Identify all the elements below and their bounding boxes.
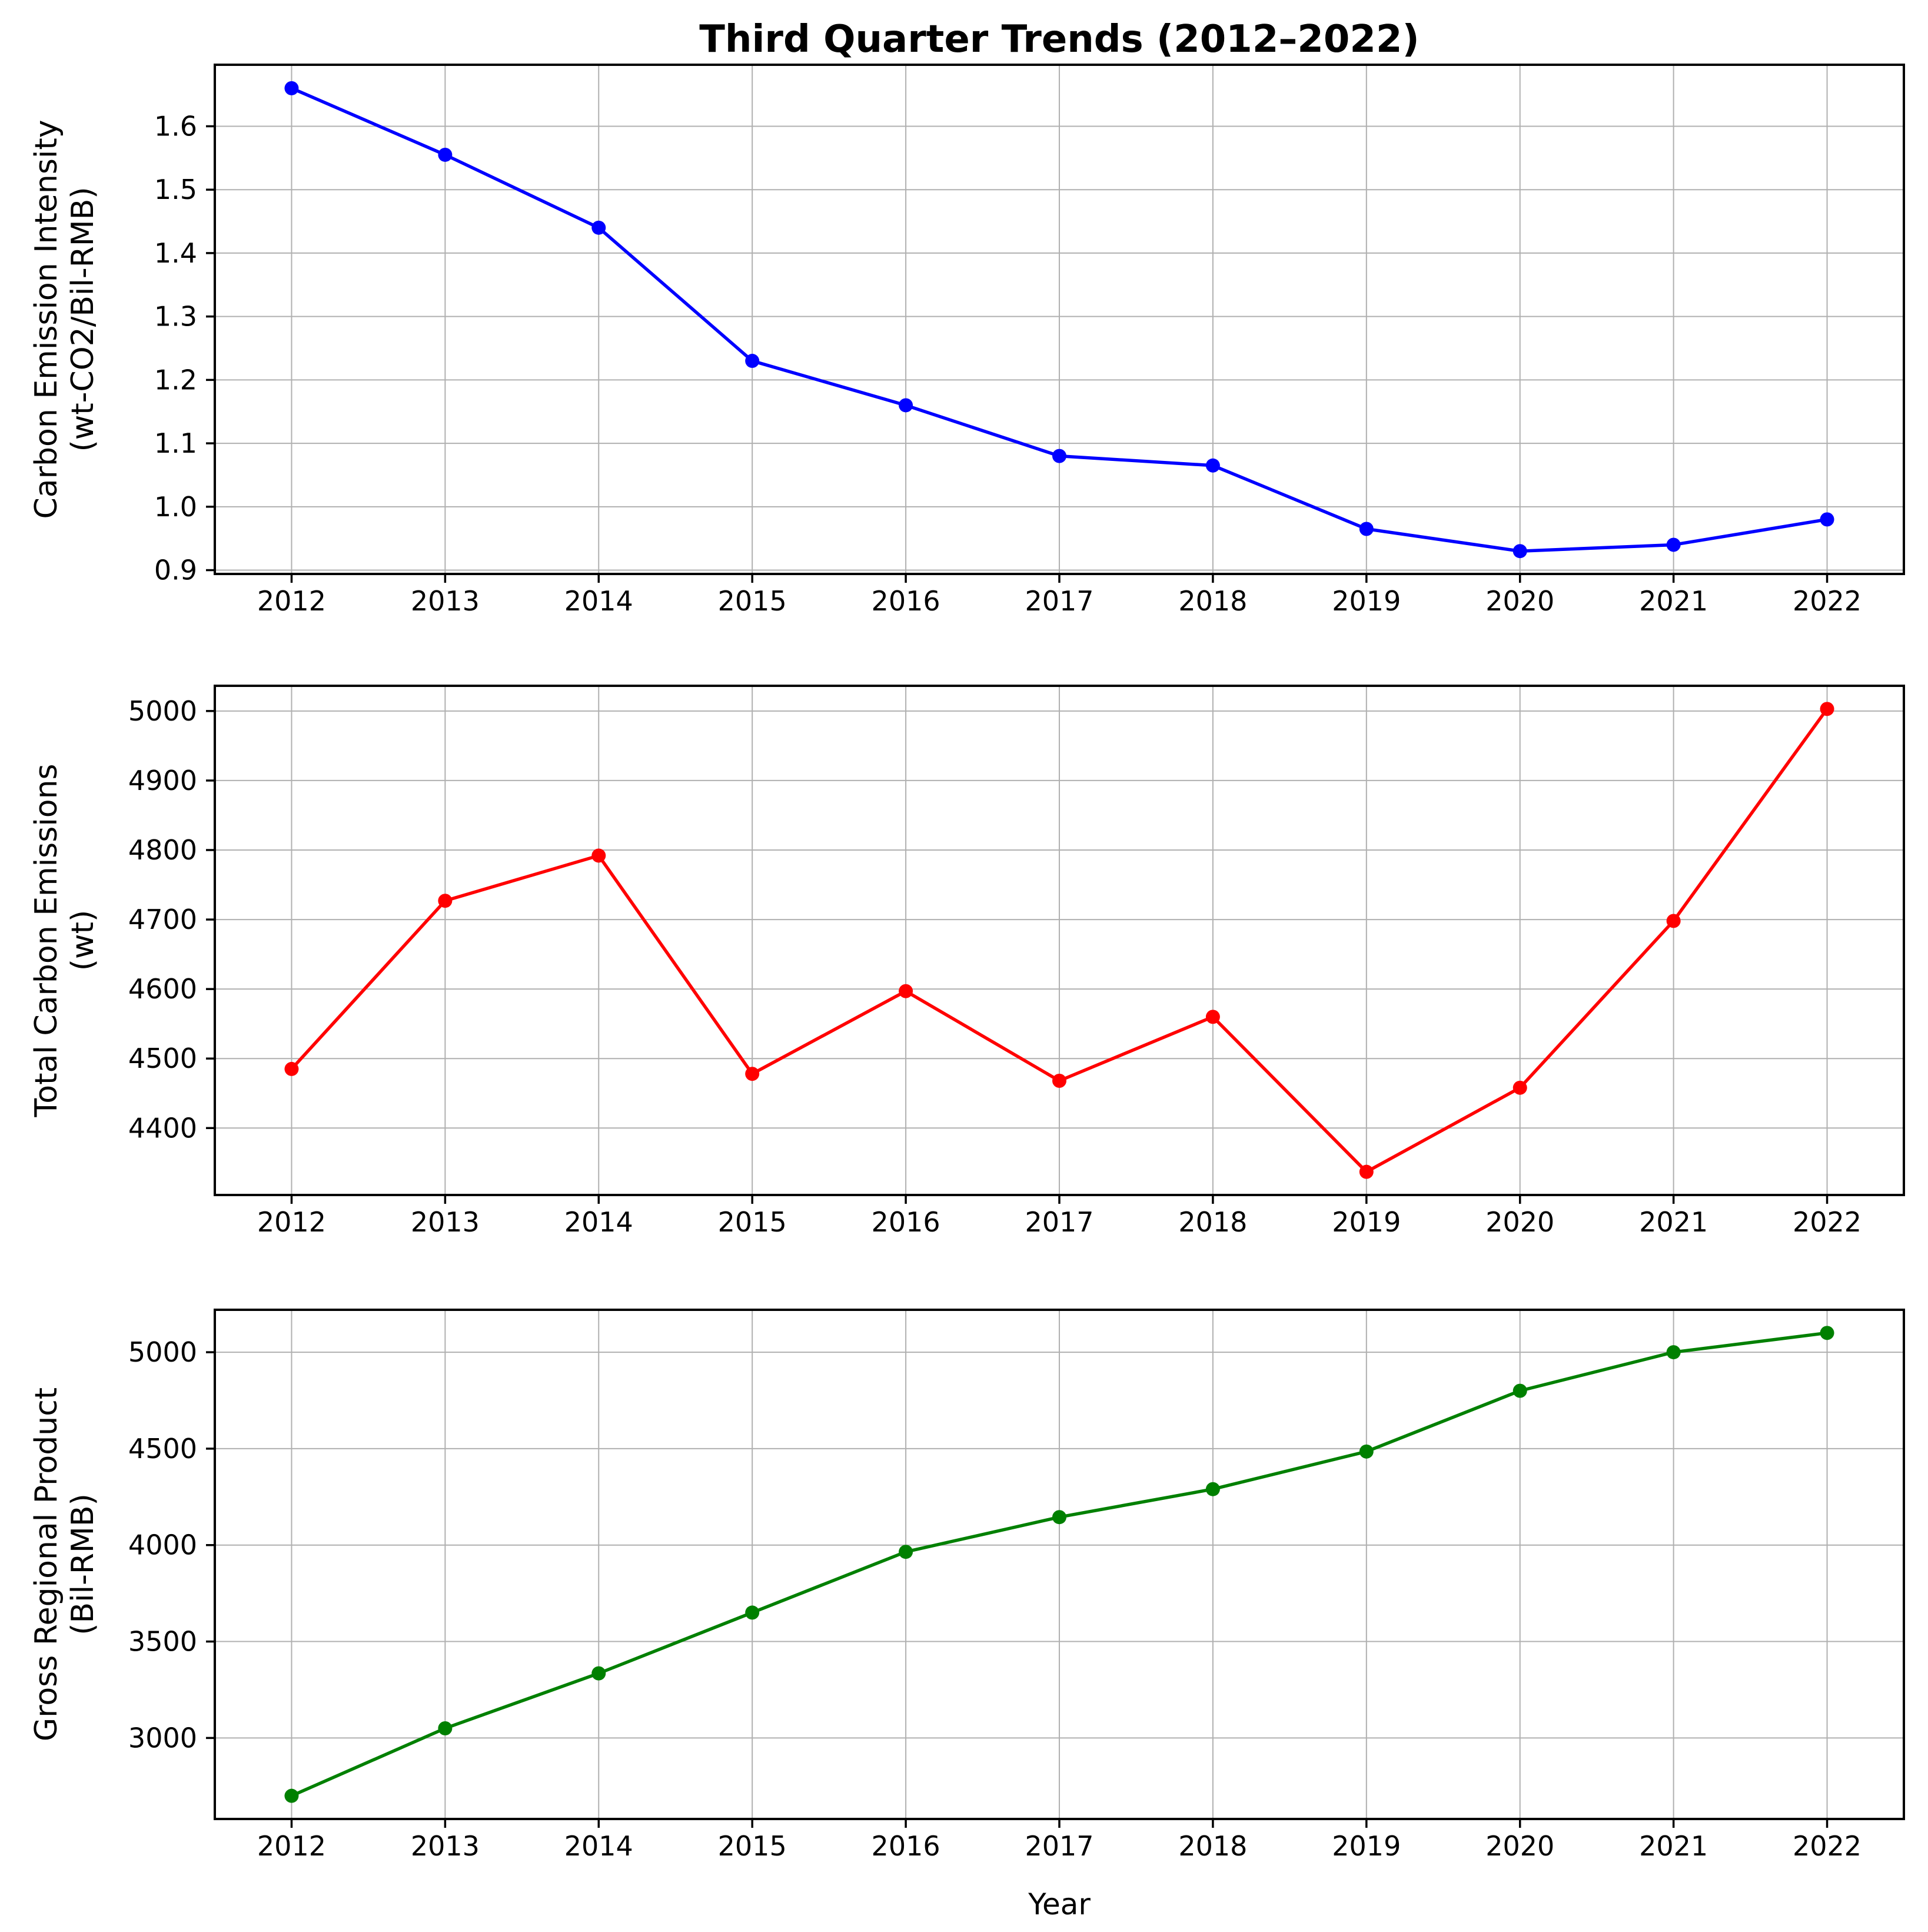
x-tick-label-year: 2014 <box>564 1206 633 1238</box>
x-tick-label-year: 2021 <box>1639 585 1708 617</box>
y-axis-label-grp-line1: Gross Regional Product <box>29 1387 64 1741</box>
y-tick-label: 1.5 <box>154 174 197 205</box>
subplot-total-carbon-emissions: 2012 2013 2014 2015 2016 2017 2018 2019 2020 2021… <box>128 685 1905 1238</box>
y-tick-label: 1.6 <box>154 110 197 142</box>
y-tick-label: 1.4 <box>154 237 197 269</box>
data-point-marker <box>591 1666 606 1681</box>
data-point-marker <box>438 894 453 908</box>
data-point-marker <box>1359 522 1374 536</box>
y-tick-label: 3500 <box>128 1626 197 1658</box>
data-point-marker <box>1820 512 1834 527</box>
data-point-marker <box>745 354 760 369</box>
x-tick-label-year: 2019 <box>1332 1206 1401 1238</box>
x-tick-label-year: 2022 <box>1793 585 1861 617</box>
y-axis-label-emissions-unit: (wt) <box>65 910 101 971</box>
data-point-marker <box>1820 1326 1834 1340</box>
x-tick-label-year: 2017 <box>1025 585 1093 617</box>
data-point-marker <box>899 1545 913 1559</box>
y-tick-label: 4600 <box>128 973 197 1005</box>
x-tick-label-year: 2013 <box>411 585 480 617</box>
data-point-marker <box>1205 1482 1220 1496</box>
data-point-marker <box>1666 914 1681 928</box>
data-point-marker <box>591 220 606 235</box>
data-point-marker <box>1205 1010 1220 1024</box>
x-tick-label-year: 2016 <box>872 1206 940 1238</box>
data-point-marker <box>284 1788 299 1803</box>
y-axis-label-grp-unit: (Bil-RMB) <box>65 1493 101 1635</box>
data-point-marker <box>284 1061 299 1076</box>
data-point-marker <box>1666 1345 1681 1360</box>
x-tick-label-year: 2018 <box>1178 1830 1247 1862</box>
x-tick-label-year: 2021 <box>1639 1830 1708 1862</box>
data-point-marker <box>1820 702 1834 716</box>
x-tick-label-year: 2016 <box>872 1830 940 1862</box>
x-tick-label-year: 2019 <box>1332 585 1401 617</box>
y-tick-label: 4500 <box>128 1433 197 1465</box>
data-point-marker <box>745 1605 760 1620</box>
x-tick-label-year: 2017 <box>1025 1830 1093 1862</box>
data-point-marker <box>899 984 913 998</box>
x-tick-label-year: 2018 <box>1178 1206 1247 1238</box>
x-tick-label-year: 2022 <box>1793 1206 1861 1238</box>
data-point-marker <box>284 81 299 95</box>
x-tick-label-year: 2012 <box>257 585 326 617</box>
data-point-marker <box>438 147 453 162</box>
data-point-marker <box>899 398 913 413</box>
x-tick-label-year: 2012 <box>257 1830 326 1862</box>
subplot-carbon-emission-intensity: 2012 2013 2014 2015 2016 2017 2018 2019 2020 2021… <box>154 64 1905 617</box>
data-point-marker <box>1205 458 1220 473</box>
y-tick-label: 1.2 <box>154 364 197 396</box>
x-tick-label-year: 2015 <box>718 1206 787 1238</box>
y-tick-label: 4400 <box>128 1112 197 1144</box>
y-axis-label-intensity-line1: Carbon Emission Intensity <box>29 119 64 519</box>
x-tick-label-year: 2012 <box>257 1206 326 1238</box>
data-point-marker <box>1359 1444 1374 1459</box>
y-axis-label-intensity-unit: (wt-CO2/Bil-RMB) <box>65 187 101 452</box>
data-point-marker <box>591 848 606 863</box>
data-point-marker <box>1666 537 1681 552</box>
x-tick-label-year: 2013 <box>411 1206 480 1238</box>
data-point-marker <box>1052 1510 1066 1525</box>
subplot-gross-regional-product: 2012 2013 2014 2015 2016 2017 2018 2019 2020 2021… <box>128 1309 1905 1862</box>
data-point-marker <box>1513 1080 1527 1095</box>
y-tick-label: 4800 <box>128 834 197 866</box>
data-point-marker <box>438 1721 453 1736</box>
y-tick-label: 0.9 <box>154 555 197 586</box>
y-tick-label: 1.3 <box>154 301 197 333</box>
y-tick-label: 1.1 <box>154 427 197 459</box>
y-tick-label: 3000 <box>128 1722 197 1754</box>
y-tick-label: 4000 <box>128 1529 197 1561</box>
y-tick-label: 4700 <box>128 904 197 935</box>
y-tick-label: 5000 <box>128 1336 197 1368</box>
x-tick-label-year: 2021 <box>1639 1206 1708 1238</box>
x-tick-label-year: 2014 <box>564 585 633 617</box>
x-tick-label-year: 2017 <box>1025 1206 1093 1238</box>
x-tick-label-year: 2015 <box>718 585 787 617</box>
figure-title: Third Quarter Trends (2012–2022) <box>699 18 1419 61</box>
x-axis-label: Year <box>1028 1887 1091 1921</box>
y-tick-label: 5000 <box>128 695 197 727</box>
data-point-marker <box>1052 1074 1066 1088</box>
x-tick-label-year: 2020 <box>1485 585 1554 617</box>
y-tick-label: 1.0 <box>154 491 197 523</box>
x-tick-label-year: 2015 <box>718 1830 787 1862</box>
y-axis-label-emissions-line1: Total Carbon Emissions <box>29 763 64 1117</box>
y-tick-label: 4500 <box>128 1043 197 1074</box>
data-point-marker <box>1052 449 1066 463</box>
x-tick-label-year: 2013 <box>411 1830 480 1862</box>
data-point-marker <box>1513 1383 1527 1398</box>
x-tick-label-year: 2020 <box>1485 1206 1554 1238</box>
data-point-marker <box>745 1067 760 1081</box>
x-tick-label-year: 2020 <box>1485 1830 1554 1862</box>
x-tick-label-year: 2018 <box>1178 585 1247 617</box>
x-tick-label-year: 2014 <box>564 1830 633 1862</box>
x-tick-label-year: 2022 <box>1793 1830 1861 1862</box>
x-tick-label-year: 2019 <box>1332 1830 1401 1862</box>
y-tick-label: 4900 <box>128 765 197 796</box>
data-point-marker <box>1513 544 1527 559</box>
x-tick-label-year: 2016 <box>872 585 940 617</box>
data-point-marker <box>1359 1164 1374 1179</box>
